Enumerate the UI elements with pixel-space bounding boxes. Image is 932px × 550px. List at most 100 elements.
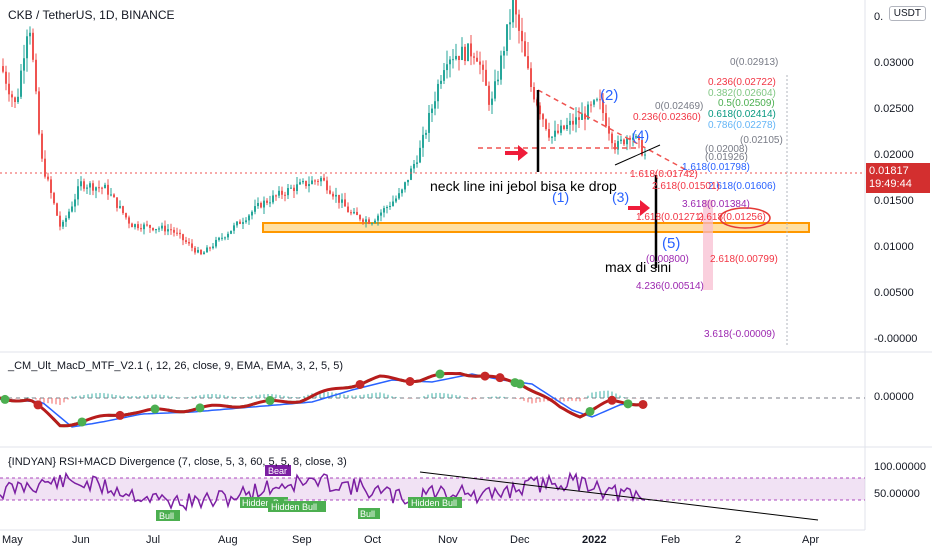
candle-body: [176, 232, 178, 234]
wave-label-4: (4): [632, 127, 649, 143]
fib-label: 2.618(0.01256): [698, 212, 766, 223]
support-zone: [262, 222, 810, 233]
candle-body: [143, 224, 145, 230]
candle-body: [497, 79, 499, 82]
candle-body: [353, 211, 355, 214]
candle-body: [185, 240, 187, 243]
neckline-note: neck line ini jebol bisa ke drop: [430, 178, 617, 194]
candle-body: [623, 139, 625, 145]
candle-body: [29, 32, 31, 37]
candle-body: [269, 202, 271, 204]
candle-body: [242, 222, 244, 224]
candle-body: [338, 194, 340, 203]
candle-body: [446, 64, 448, 71]
candle-body: [626, 137, 628, 145]
macd-cross-dot: [0, 394, 10, 404]
candle-body: [638, 136, 640, 141]
candle-body: [401, 189, 403, 194]
candle-body: [140, 228, 142, 230]
candle-body: [296, 184, 298, 192]
highlight-circle: [719, 207, 771, 229]
candle-body: [470, 43, 472, 57]
macd-cross-dot: [480, 371, 490, 381]
time-label: Jul: [146, 534, 160, 546]
fib-label: 1.618(0.01742): [630, 169, 698, 180]
wave-label-2: (2): [600, 87, 618, 104]
candle-body: [209, 247, 211, 249]
bull-label: Bull: [159, 511, 174, 521]
candle-body: [398, 193, 400, 199]
fib-label: (0.00800): [646, 254, 689, 265]
candle-body: [347, 206, 349, 213]
candle-body: [197, 249, 199, 253]
candle-body: [116, 197, 118, 208]
currency-button[interactable]: USDT: [888, 6, 926, 21]
candle-body: [590, 104, 592, 106]
candle-body: [47, 176, 49, 180]
candle-body: [491, 98, 493, 105]
hidden-bull-badge: [268, 501, 326, 512]
candle-body: [578, 117, 580, 120]
candle-body: [203, 252, 205, 255]
candle-body: [431, 108, 433, 113]
candle-body: [44, 158, 46, 177]
fib-label: 2.618(0.01501): [652, 181, 720, 192]
candle-body: [107, 184, 109, 195]
candle-body: [119, 206, 121, 208]
macd-cross-dot: [77, 417, 87, 427]
candle-body: [554, 130, 556, 137]
triangle-trendline: [537, 89, 691, 173]
hidden-bull-label: Hidden Bull: [411, 498, 457, 508]
candle-body: [65, 218, 67, 222]
macd-cross-dot: [405, 377, 415, 386]
macd-cross-dot: [495, 373, 505, 383]
candle-body: [71, 206, 73, 212]
hidden-bull-label: Hidden Bull: [242, 498, 288, 508]
candle-body: [5, 71, 7, 84]
macd-tick: 0.00000: [874, 391, 914, 403]
candle-body: [257, 202, 259, 207]
candle-body: [254, 206, 256, 212]
time-label: Dec: [510, 534, 530, 546]
candle-body: [587, 104, 589, 120]
candlestick-series: [2, 0, 646, 256]
last-price-value: 0.01817: [869, 165, 909, 177]
time-label: Aug: [218, 534, 238, 546]
candle-body: [575, 117, 577, 125]
rsi-trendline: [419, 471, 819, 521]
candle-body: [374, 220, 376, 224]
candle-body: [467, 43, 469, 62]
candle-body: [308, 184, 310, 187]
candle-body: [437, 83, 439, 102]
macd-cross-dot: [435, 369, 445, 379]
candle-body: [611, 133, 613, 144]
candle-body: [560, 125, 562, 133]
candle-body: [233, 225, 235, 231]
candle-body: [86, 187, 88, 189]
bear-badge: [265, 465, 291, 476]
candle-body: [275, 195, 277, 197]
candle-body: [329, 190, 331, 194]
candle-body: [479, 61, 481, 65]
fib-labels: 0(0.02913) 0.236(0.02722) 0.382(0.02604)…: [630, 57, 783, 340]
candle-body: [134, 224, 136, 228]
wave-label-3: (3): [612, 189, 629, 205]
candle-body: [386, 206, 388, 209]
fib-label: 1.618(0.01271): [636, 212, 704, 223]
candle-body: [23, 58, 25, 71]
candle-body: [122, 206, 124, 214]
candle-body: [416, 162, 418, 164]
candle-body: [290, 187, 292, 189]
candle-body: [287, 188, 289, 196]
candle-body: [581, 113, 583, 120]
macd-cross-dot: [265, 396, 275, 406]
candle-body: [56, 203, 58, 216]
candle-body: [83, 181, 85, 189]
candle-body: [500, 55, 502, 80]
candle-body: [239, 221, 241, 224]
candle-body: [188, 242, 190, 244]
candle-body: [566, 124, 568, 129]
countdown-timer: 19:49:44: [869, 178, 912, 190]
candle-body: [227, 233, 229, 238]
candle-body: [272, 195, 274, 203]
